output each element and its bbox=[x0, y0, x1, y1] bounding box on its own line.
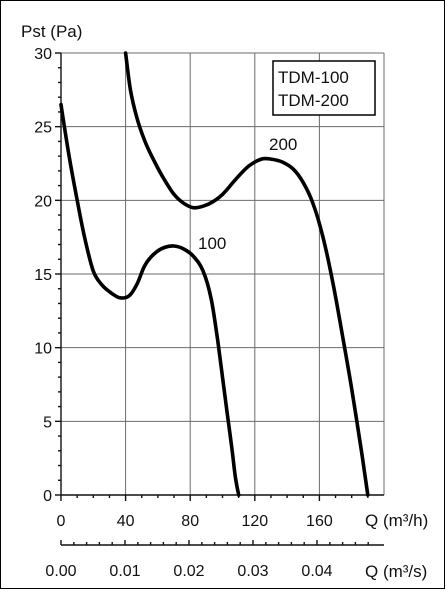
x2-tick-label: 0.03 bbox=[237, 563, 268, 580]
series-line-200 bbox=[123, 51, 370, 497]
y-tick-label: 20 bbox=[34, 193, 52, 210]
x2-axis-label: Q (m³/s) bbox=[365, 562, 427, 581]
curves-layer bbox=[59, 51, 370, 497]
x2-tick-label: 0.02 bbox=[173, 563, 204, 580]
y-tick-label: 0 bbox=[43, 488, 52, 505]
curve-label-200: 200 bbox=[269, 135, 297, 154]
y-tick-label: 30 bbox=[34, 46, 52, 63]
y-tick-label: 25 bbox=[34, 120, 52, 137]
ticks-layer: 0 5 10 15 20 25 30 0 40 80 120 160 0.00 0.01 0.02 0.03 0… bbox=[34, 46, 369, 580]
x-tick-label: 0 bbox=[57, 513, 66, 530]
series-line-100 bbox=[59, 102, 241, 497]
legend: TDM-100 TDM-200 bbox=[272, 60, 376, 116]
y-tick-label: 5 bbox=[43, 414, 52, 431]
x2-tick-label: 0.04 bbox=[301, 563, 332, 580]
x-tick-label: 40 bbox=[117, 513, 135, 530]
y-tick-label: 10 bbox=[34, 341, 52, 358]
x-tick-label: 80 bbox=[181, 513, 199, 530]
grid-layer bbox=[61, 52, 385, 495]
y-tick-label: 15 bbox=[34, 267, 52, 284]
x2-tick-label: 0.01 bbox=[109, 563, 140, 580]
y-axis-label: Pst (Pa) bbox=[21, 22, 82, 41]
legend-entry-tdm100: TDM-100 bbox=[278, 68, 349, 87]
x-axis-label: Q (m³/h) bbox=[365, 511, 428, 530]
curve-label-100: 100 bbox=[198, 234, 226, 253]
x-tick-label: 160 bbox=[306, 513, 333, 530]
legend-box bbox=[272, 60, 376, 116]
x2-tick-label: 0.00 bbox=[45, 563, 76, 580]
legend-entry-tdm200: TDM-200 bbox=[278, 91, 349, 110]
x-tick-label: 120 bbox=[241, 513, 268, 530]
